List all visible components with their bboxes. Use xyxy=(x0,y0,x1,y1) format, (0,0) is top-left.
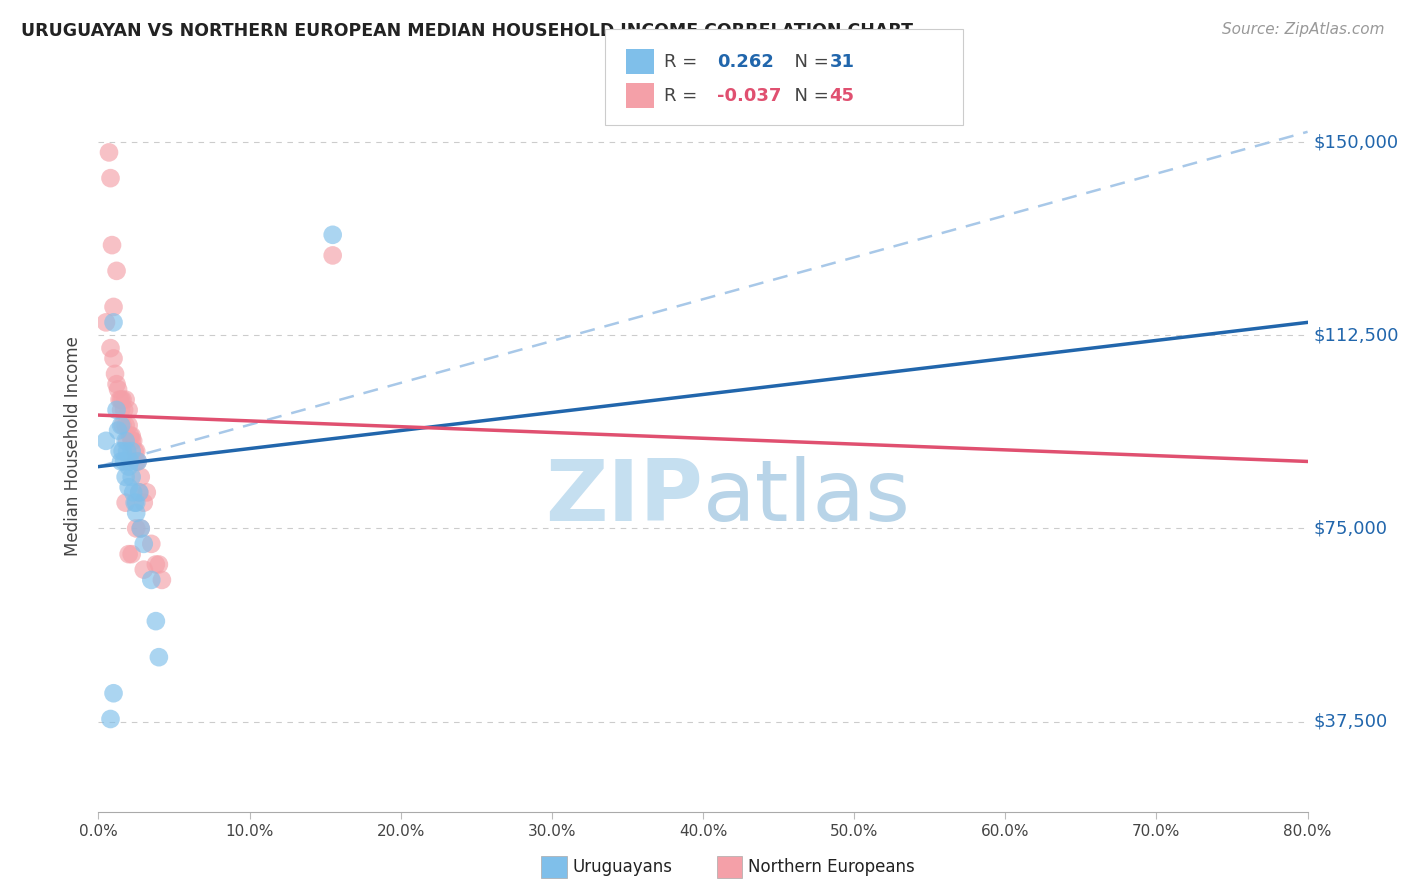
Point xyxy=(121,434,143,448)
Point xyxy=(124,444,146,458)
Point xyxy=(105,403,128,417)
Point xyxy=(125,454,148,468)
Point xyxy=(127,454,149,468)
Point xyxy=(98,145,121,160)
Point xyxy=(103,686,125,700)
Point xyxy=(125,444,148,458)
Point xyxy=(120,428,142,442)
Point xyxy=(114,496,136,510)
Point xyxy=(322,248,344,262)
Text: N =: N = xyxy=(783,87,835,105)
Point xyxy=(100,712,122,726)
Point xyxy=(115,434,138,448)
Point xyxy=(150,573,173,587)
Point xyxy=(94,434,117,448)
Point xyxy=(108,392,131,407)
Point xyxy=(145,558,167,572)
Point xyxy=(111,444,134,458)
Point xyxy=(132,563,155,577)
Point xyxy=(114,434,136,448)
Point xyxy=(127,454,149,468)
Point xyxy=(125,506,148,520)
Text: 31: 31 xyxy=(830,53,855,70)
Point xyxy=(322,227,344,242)
Text: -0.037: -0.037 xyxy=(717,87,782,105)
Point xyxy=(108,444,131,458)
Point xyxy=(122,434,145,448)
Point xyxy=(129,521,152,535)
Point xyxy=(103,315,125,329)
Point xyxy=(118,480,141,494)
Point xyxy=(107,424,129,438)
Point xyxy=(118,403,141,417)
Point xyxy=(94,315,117,329)
Point xyxy=(104,367,127,381)
Text: $37,500: $37,500 xyxy=(1313,713,1388,731)
Point xyxy=(110,392,132,407)
Point xyxy=(103,351,125,366)
Point xyxy=(128,485,150,500)
Point xyxy=(111,392,134,407)
Point xyxy=(110,418,132,433)
Point xyxy=(120,454,142,468)
Point xyxy=(128,485,150,500)
Point xyxy=(118,459,141,474)
Point xyxy=(132,537,155,551)
Point xyxy=(114,418,136,433)
Text: 0.262: 0.262 xyxy=(717,53,773,70)
Point xyxy=(135,485,157,500)
Point xyxy=(121,428,143,442)
Y-axis label: Median Household Income: Median Household Income xyxy=(65,336,83,556)
Point xyxy=(105,264,128,278)
Point xyxy=(125,521,148,535)
Text: atlas: atlas xyxy=(703,456,911,539)
Point xyxy=(114,470,136,484)
Point xyxy=(110,403,132,417)
Point xyxy=(105,377,128,392)
Text: $75,000: $75,000 xyxy=(1313,519,1388,537)
Point xyxy=(121,470,143,484)
Point xyxy=(132,496,155,510)
Point xyxy=(148,650,170,665)
Point xyxy=(141,573,163,587)
Point xyxy=(121,444,143,458)
Point xyxy=(111,418,134,433)
Text: Source: ZipAtlas.com: Source: ZipAtlas.com xyxy=(1222,22,1385,37)
Text: URUGUAYAN VS NORTHERN EUROPEAN MEDIAN HOUSEHOLD INCOME CORRELATION CHART: URUGUAYAN VS NORTHERN EUROPEAN MEDIAN HO… xyxy=(21,22,912,40)
Point xyxy=(129,521,152,535)
Point xyxy=(141,537,163,551)
Point xyxy=(112,403,135,417)
Text: ZIP: ZIP xyxy=(546,456,703,539)
Point xyxy=(107,382,129,396)
Text: R =: R = xyxy=(664,53,703,70)
Text: Northern Europeans: Northern Europeans xyxy=(748,858,915,876)
Point xyxy=(121,547,143,561)
Point xyxy=(129,470,152,484)
Text: 45: 45 xyxy=(830,87,855,105)
Point xyxy=(103,300,125,314)
Text: Uruguayans: Uruguayans xyxy=(572,858,672,876)
Text: R =: R = xyxy=(664,87,703,105)
Point xyxy=(122,485,145,500)
Text: $150,000: $150,000 xyxy=(1313,133,1399,151)
Point xyxy=(112,454,135,468)
Point xyxy=(100,341,122,355)
Point xyxy=(110,454,132,468)
Point xyxy=(118,547,141,561)
Point xyxy=(101,238,124,252)
Point xyxy=(115,444,138,458)
Point xyxy=(118,418,141,433)
Point xyxy=(114,392,136,407)
Point xyxy=(124,496,146,510)
Point xyxy=(100,171,122,186)
Point xyxy=(145,614,167,628)
Point xyxy=(125,496,148,510)
Text: $112,500: $112,500 xyxy=(1313,326,1399,344)
Point xyxy=(148,558,170,572)
Text: N =: N = xyxy=(783,53,835,70)
